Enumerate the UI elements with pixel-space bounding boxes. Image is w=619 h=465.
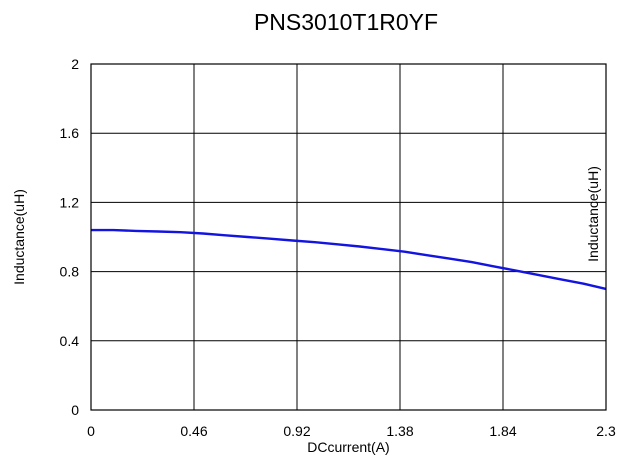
plot-frame xyxy=(90,63,607,411)
x-axis-ticks: 0 0.46 0.92 1.38 1.84 2.3 xyxy=(87,423,616,439)
y-tick-label: 0 xyxy=(71,402,79,418)
series-layer xyxy=(91,228,607,291)
y-axis-ticks: 0 0.4 0.8 1.2 1.6 2 xyxy=(60,56,80,418)
y-tick-label: 1.6 xyxy=(60,125,80,141)
y-tick-label: 2 xyxy=(71,56,79,72)
x-tick-label: 0 xyxy=(87,423,95,439)
chart-title: PNS3010T1R0YF xyxy=(254,9,438,35)
y-axis-title: Inductance(uH) xyxy=(11,189,27,285)
y-tick-label: 0.4 xyxy=(60,333,80,349)
series-line xyxy=(91,228,607,291)
x-tick-label: 0.46 xyxy=(180,423,207,439)
y-tick-label: 0.8 xyxy=(60,264,80,280)
grid xyxy=(90,63,607,411)
series-label: Inductance(uH) xyxy=(585,166,601,262)
x-tick-label: 0.92 xyxy=(283,423,310,439)
y-tick-label: 1.2 xyxy=(60,194,80,210)
x-tick-label: 1.38 xyxy=(386,423,413,439)
x-tick-label: 2.3 xyxy=(596,423,616,439)
x-axis-title: DCcurrent(A) xyxy=(307,439,389,455)
x-tick-label: 1.84 xyxy=(489,423,516,439)
